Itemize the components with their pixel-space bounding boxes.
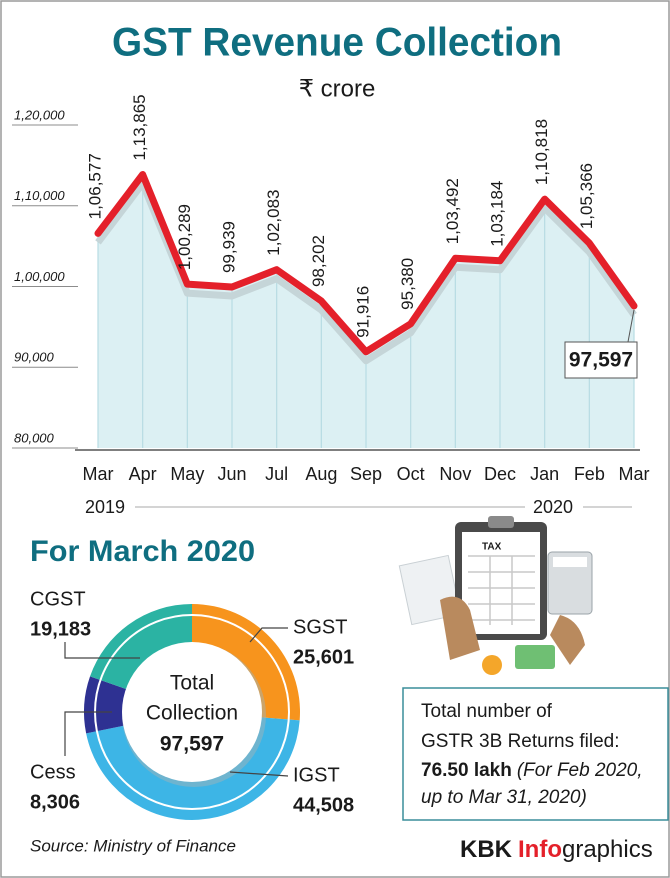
x-tick-label: Sep xyxy=(350,464,382,484)
leader-line xyxy=(229,771,289,777)
value-label: 97,597 xyxy=(569,349,633,372)
y-tick-label: 1,20,000 xyxy=(14,107,65,122)
center-label: Collection xyxy=(146,702,238,725)
segment-value: 44,508 xyxy=(293,794,354,816)
clipboard-paper xyxy=(462,532,540,634)
leader-line xyxy=(249,627,288,643)
center xyxy=(122,642,262,782)
brand-part: KBK xyxy=(460,836,513,863)
y-tick-label: 1,10,000 xyxy=(14,188,65,203)
value-label: 1,03,184 xyxy=(487,181,506,247)
brand-part: Info xyxy=(518,836,562,863)
source: Source: Ministry of Finance xyxy=(30,836,236,855)
title: GST Revenue Collection xyxy=(112,21,562,65)
y-tick-label: 90,000 xyxy=(14,350,55,365)
segment-label: CGST xyxy=(30,588,86,610)
x-tick-label: Feb xyxy=(574,464,605,484)
segment-label: IGST xyxy=(293,764,340,786)
info-text: GSTR 3B Returns filed: xyxy=(421,731,620,752)
info-box xyxy=(402,687,669,821)
hand xyxy=(550,615,585,665)
line xyxy=(94,171,638,356)
value-label: 1,05,366 xyxy=(577,163,596,229)
segment-label: SGST xyxy=(293,616,347,638)
y-tick-label: 80,000 xyxy=(14,430,55,445)
value-label: 1,10,818 xyxy=(532,119,551,185)
leader-line xyxy=(627,309,635,343)
subtitle: ₹ crore xyxy=(299,75,376,102)
segment-value: 25,601 xyxy=(293,646,354,668)
value-label: 1,02,083 xyxy=(264,189,283,255)
calculator xyxy=(547,551,593,615)
clip xyxy=(488,516,514,528)
line-shadow xyxy=(95,180,637,365)
value-label: 1,06,577 xyxy=(85,153,104,219)
illustration: TAX xyxy=(398,516,593,675)
brand: KBK Infographics xyxy=(460,836,653,863)
x-tick-label: Nov xyxy=(439,464,471,484)
leader-line xyxy=(64,642,140,659)
donut-segment xyxy=(192,604,300,721)
segment-label: Cess xyxy=(30,761,76,783)
value-label: 91,916 xyxy=(353,286,372,338)
banknote xyxy=(515,645,555,669)
line-chart: 80,000 90,000 1,00,000 1,10,000 1,20,000 1,06… xyxy=(12,94,650,517)
x-tick-label: Aug xyxy=(305,464,337,484)
info-text: Total number of xyxy=(421,701,553,722)
info-note: (For Feb 2020, xyxy=(517,760,643,781)
x-group-label: 2020 xyxy=(533,497,573,517)
value-label: 1,03,492 xyxy=(443,178,462,244)
illustration-text: TAX xyxy=(482,542,502,553)
x-tick-label: May xyxy=(170,464,204,484)
coin xyxy=(482,655,502,675)
donut-segment xyxy=(90,603,192,690)
x-group-label: 2019 xyxy=(85,497,125,517)
segment-value: 8,306 xyxy=(30,791,80,813)
center-total: 97,597 xyxy=(160,733,224,756)
x-tick-label: Dec xyxy=(484,464,516,484)
segment-value: 19,183 xyxy=(30,618,91,640)
x-tick-label: Oct xyxy=(397,464,425,484)
leader-line xyxy=(64,711,112,756)
x-tick-label: Apr xyxy=(129,464,157,484)
value-label: 95,380 xyxy=(398,258,417,310)
value-label: 99,939 xyxy=(219,221,238,273)
info-text: 76.50 lakh (For Feb 2020, xyxy=(421,760,643,781)
value-label: 1,00,289 xyxy=(175,204,194,270)
info-note: up to Mar 31, 2020) xyxy=(421,787,587,808)
x-tick-label: Jul xyxy=(265,464,288,484)
value-label: 1,13,865 xyxy=(130,94,149,160)
x-tick-label: Mar xyxy=(619,464,650,484)
brand-part: graphics xyxy=(562,836,653,863)
x-tick-label: Jan xyxy=(530,464,559,484)
highlight-box xyxy=(564,341,638,379)
donut-chart: Total Collection 97,597 SGST 25,601 IGST 44,50… xyxy=(30,588,354,821)
center-label: Total xyxy=(170,672,214,695)
value-label: 98,202 xyxy=(309,235,328,287)
x-tick-label: Mar xyxy=(83,464,114,484)
x-tick-label: Jun xyxy=(217,464,246,484)
pie-title: For March 2020 xyxy=(30,535,255,568)
y-tick-label: 1,00,000 xyxy=(14,269,65,284)
table-lines xyxy=(468,555,535,625)
calculator-screen xyxy=(553,557,587,567)
hand xyxy=(440,596,480,660)
info-highlight: 76.50 lakh xyxy=(421,760,512,781)
